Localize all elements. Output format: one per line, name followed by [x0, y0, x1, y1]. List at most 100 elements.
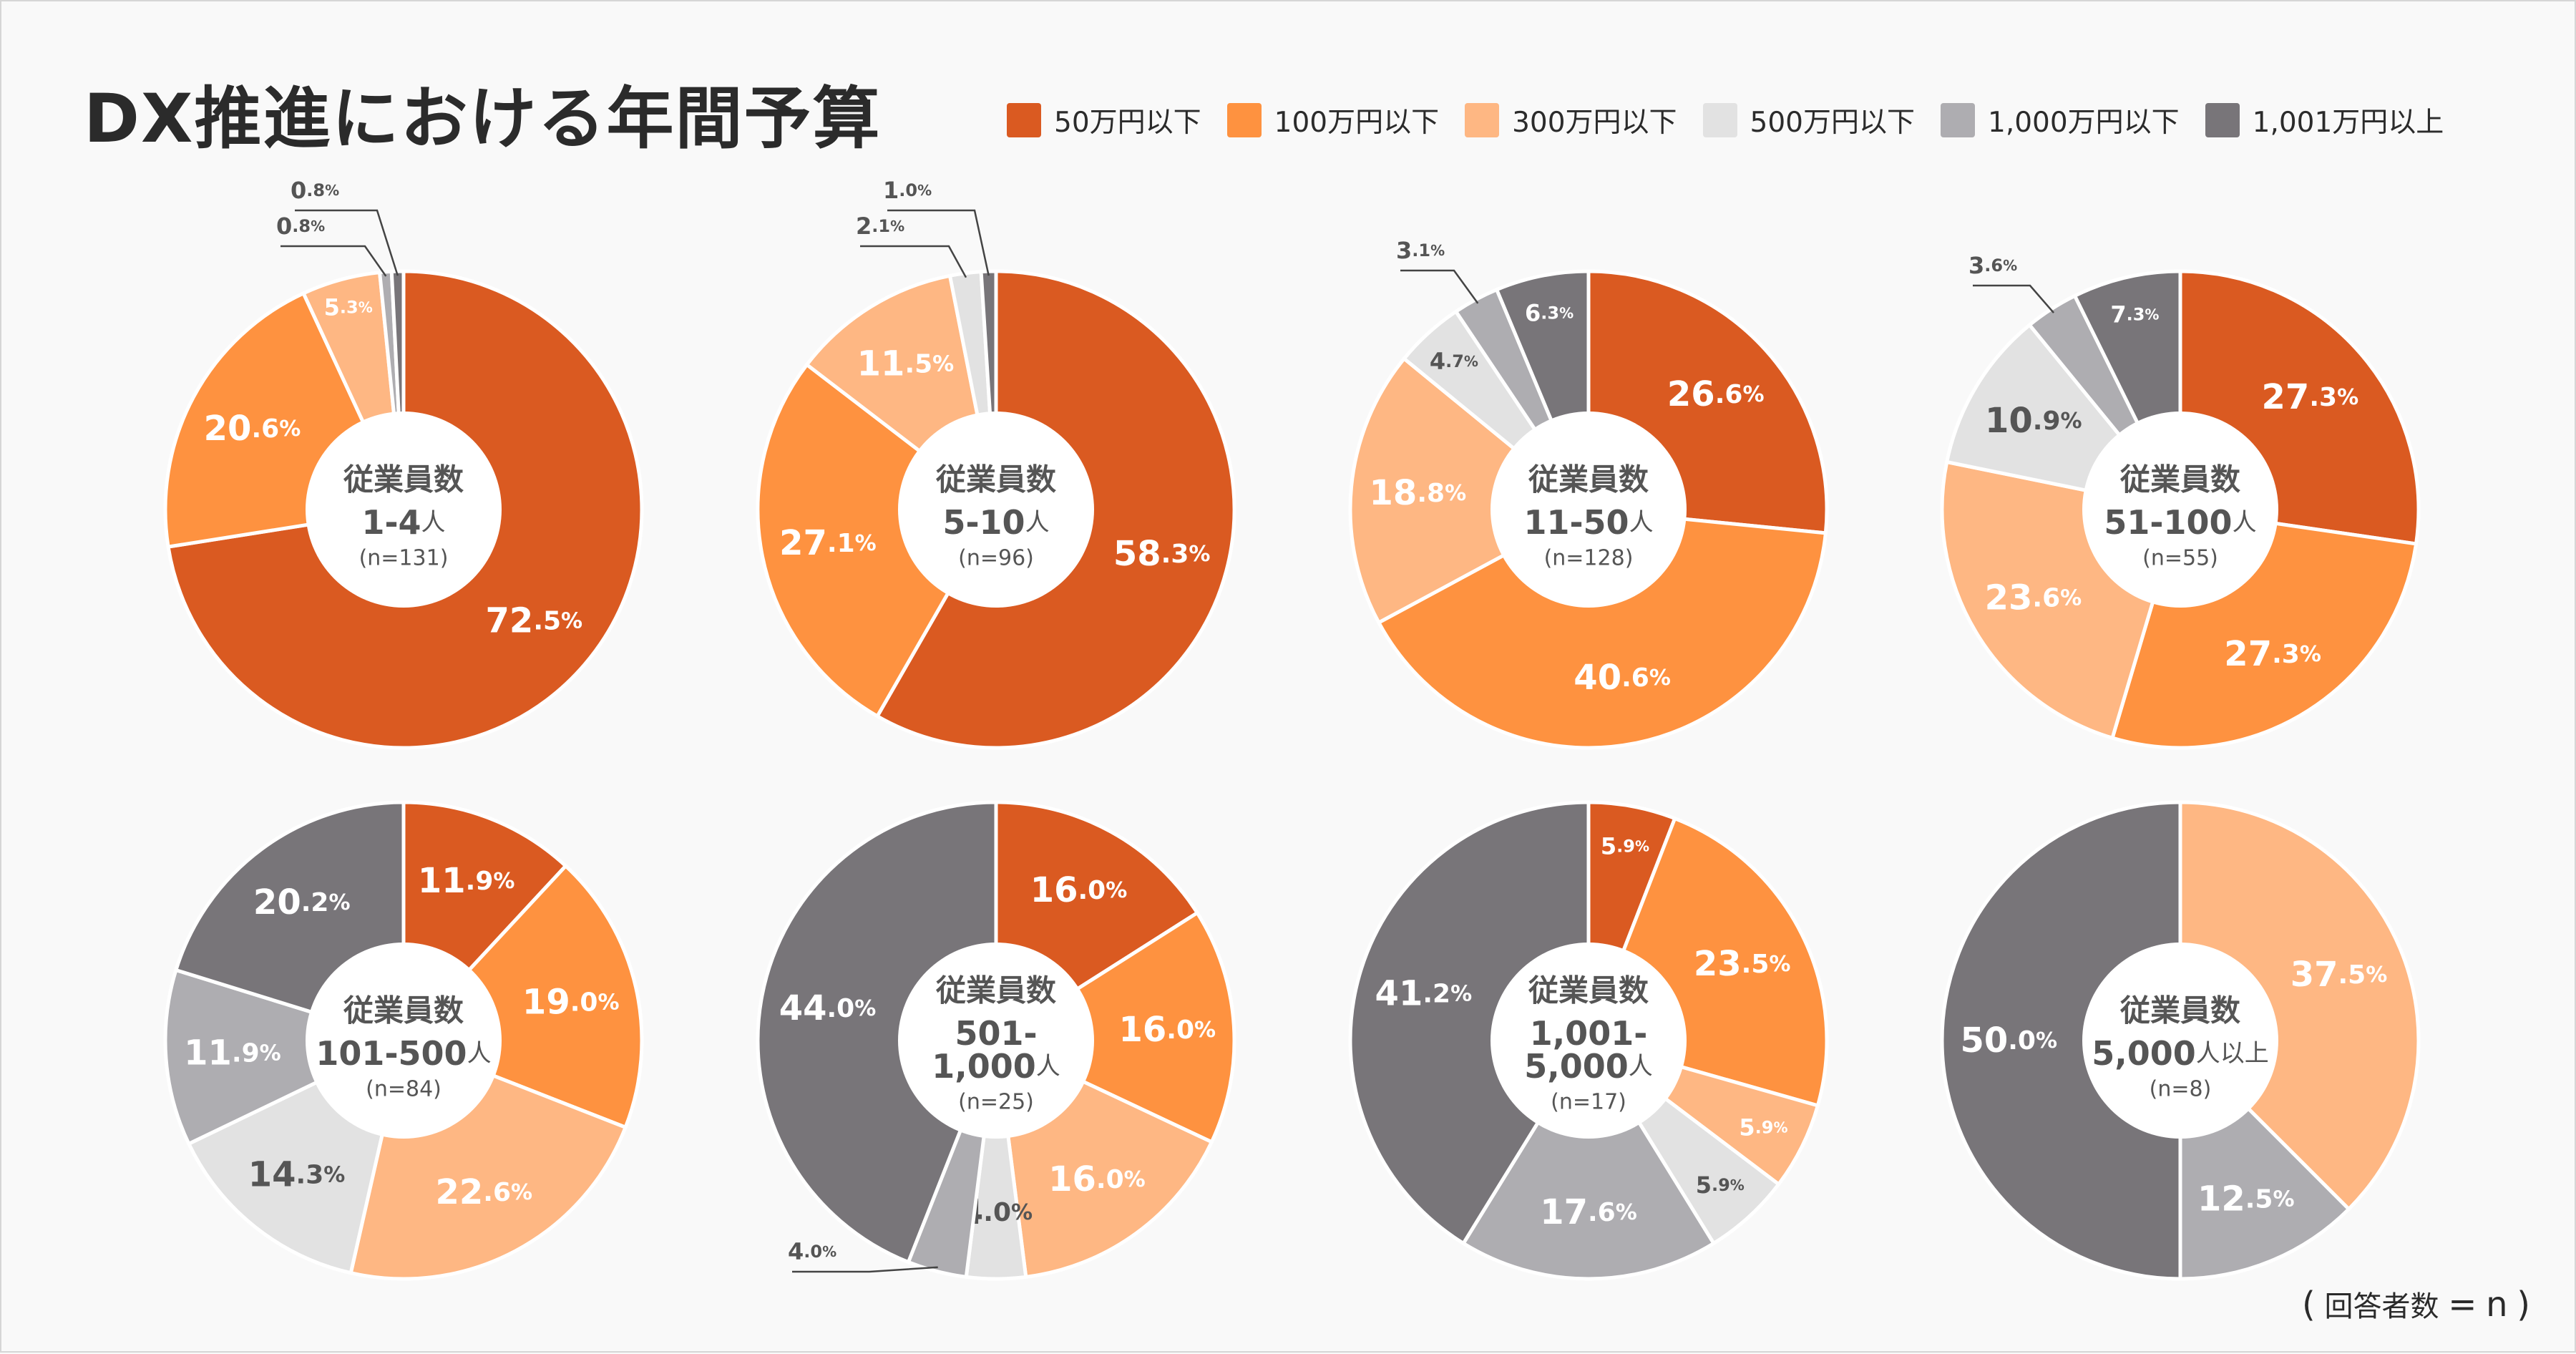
slice-label: 14.3% [248, 1154, 346, 1194]
donut-hole [898, 411, 1094, 608]
slice-label: 4.7% [1430, 348, 1478, 375]
donut-chart: 27.3% 27.3% 23.6% 10.9% 3.6% 7.3% 従業員数 51-100人 (… [1940, 252, 2421, 750]
slice-label: 40.6% [1574, 658, 1671, 698]
slice-label: 7.3% [2110, 301, 2159, 328]
slice-label: 19.0% [522, 983, 620, 1023]
legend-swatch [2205, 103, 2240, 137]
note-open-paren: ( [2302, 1285, 2316, 1325]
donut-slice [2178, 800, 2421, 1211]
center-title: 従業員数 [935, 973, 1056, 1008]
slice-label: 5.9% [1601, 832, 1649, 859]
center-title: 従業員数 [935, 462, 1056, 497]
slice-label: 12.5% [2197, 1179, 2295, 1219]
donut-hole [1491, 943, 1687, 1139]
slice-label: 17.6% [1540, 1192, 1637, 1232]
donut-chart: 5.9% 23.5% 5.9% 5.9% 17.6% 41.2% 従業員数 1,001-5,0… [1348, 800, 1829, 1281]
donut-hole [2082, 943, 2278, 1139]
donut-slice [756, 800, 998, 1265]
donut-chart: 16.0%16.0%16.0%4.0%4.0%44.0%従業員数501-1,00… [756, 800, 1236, 1281]
center-group-label: 1,001- [1530, 1014, 1648, 1053]
center-group-label: 101-500人 [316, 1034, 491, 1073]
center-title: 従業員数 [1528, 462, 1649, 497]
donut-slice [1940, 800, 2182, 1281]
slice-label: 16.0% [1030, 870, 1128, 910]
slice-label: 27.3% [2224, 634, 2321, 674]
slice-label: 41.2% [1375, 974, 1473, 1014]
legend-swatch [1007, 103, 1041, 137]
donut-chart: 26.6% 40.6% 18.8% 4.7% 3.1% 6.3% 従業員数 11-50人 (n=… [1348, 237, 1829, 750]
center-title: 従業員数 [1528, 973, 1649, 1008]
center-group-label: 1,000人 [932, 1047, 1060, 1086]
legend-item: 100万円以下 [1226, 100, 1439, 140]
legend-label: 300万円以下 [1512, 107, 1677, 139]
slice-label: 2.1% [856, 213, 904, 240]
slice-label: 1.0% [883, 177, 932, 204]
donut-hole [306, 411, 502, 608]
slice-label: 5.9% [1739, 1114, 1787, 1141]
legend-item: 1,001万円以上 [2205, 100, 2444, 140]
slice-label: 16.0% [1118, 1010, 1216, 1050]
legend-item: 50万円以下 [1007, 100, 1201, 140]
center-title: 従業員数 [2119, 993, 2240, 1028]
slice-label: 27.3% [2262, 377, 2359, 417]
note-n: n [2486, 1285, 2508, 1325]
slice-label: 18.8% [1370, 473, 1467, 513]
slice-label: 11.9% [184, 1033, 281, 1073]
leader-line [280, 245, 387, 277]
slice-label: 72.5% [486, 601, 583, 641]
slice-label: 50.0% [1960, 1021, 2057, 1061]
slice-label: 20.6% [204, 409, 301, 449]
slice-label: 22.6% [435, 1172, 532, 1212]
slice-label: 5.9% [1696, 1172, 1745, 1199]
center-n-label: (n=84) [366, 1077, 441, 1102]
center-group-label: 1-4人 [361, 503, 445, 542]
leader-line [1973, 284, 2054, 313]
donut-hole [1491, 411, 1687, 608]
slice-label: 11.5% [857, 344, 955, 384]
slice-label: 37.5% [2290, 955, 2388, 995]
legend-label: 500万円以下 [1750, 107, 1915, 139]
center-group-label: 5,000人以上 [2092, 1034, 2269, 1073]
donut-chart: 11.9% 19.0% 22.6% 14.3% 11.9% 20.2% 従業員数 101-50… [163, 800, 644, 1281]
center-n-label: (n=8) [2150, 1077, 2212, 1102]
legend-label: 1,001万円以上 [2252, 107, 2444, 139]
slice-label: 26.6% [1667, 374, 1765, 414]
donut-hole [2082, 411, 2278, 608]
leader-line [860, 245, 967, 278]
center-title: 従業員数 [343, 993, 464, 1028]
slice-label: 0.8% [291, 177, 339, 204]
center-n-label: (n=25) [958, 1090, 1034, 1115]
leader-line [792, 1266, 938, 1273]
slice-label: 20.2% [253, 882, 351, 922]
center-group-label: 501- [955, 1014, 1037, 1053]
donut-slice [1377, 507, 1828, 750]
donut-slice [1348, 800, 1591, 1245]
slice-label: 16.0% [1048, 1159, 1146, 1199]
note-close-paren: ) [2517, 1285, 2530, 1325]
legend-item: 500万円以下 [1702, 100, 1915, 140]
donut-slice [1461, 1038, 1716, 1281]
center-n-label: (n=96) [958, 546, 1034, 571]
donut-chart: 58.3% 27.1% 11.5% 2.1% 1.0% 従業員数 5-10人 (n=96) [756, 177, 1236, 750]
donut-slice [994, 911, 1236, 1144]
center-n-label: (n=128) [1544, 546, 1634, 571]
legend-swatch [1226, 103, 1262, 137]
respondents-note: ( 回答者数 = n ) [2302, 1283, 2530, 1325]
leader-line [1400, 269, 1479, 304]
slice-label: 6.3% [1525, 300, 1574, 327]
slice-label: 44.0% [779, 988, 877, 1028]
center-title: 従業員数 [343, 462, 464, 497]
center-title: 従業員数 [2119, 462, 2240, 497]
page-title: DX推進における年間予算 [84, 80, 882, 158]
legend-swatch [1941, 103, 1975, 137]
donut-hole [898, 943, 1094, 1139]
note-label: 回答者数 [2324, 1290, 2439, 1323]
legend-item: 1,000万円以下 [1941, 100, 2180, 140]
center-n-label: (n=131) [359, 546, 449, 571]
slice-label: 3.6% [1968, 252, 2017, 279]
slice-label: 27.1% [779, 523, 877, 563]
legend-swatch [1465, 103, 1500, 137]
donut-hole [306, 943, 502, 1139]
note-equals: = [2448, 1285, 2477, 1325]
